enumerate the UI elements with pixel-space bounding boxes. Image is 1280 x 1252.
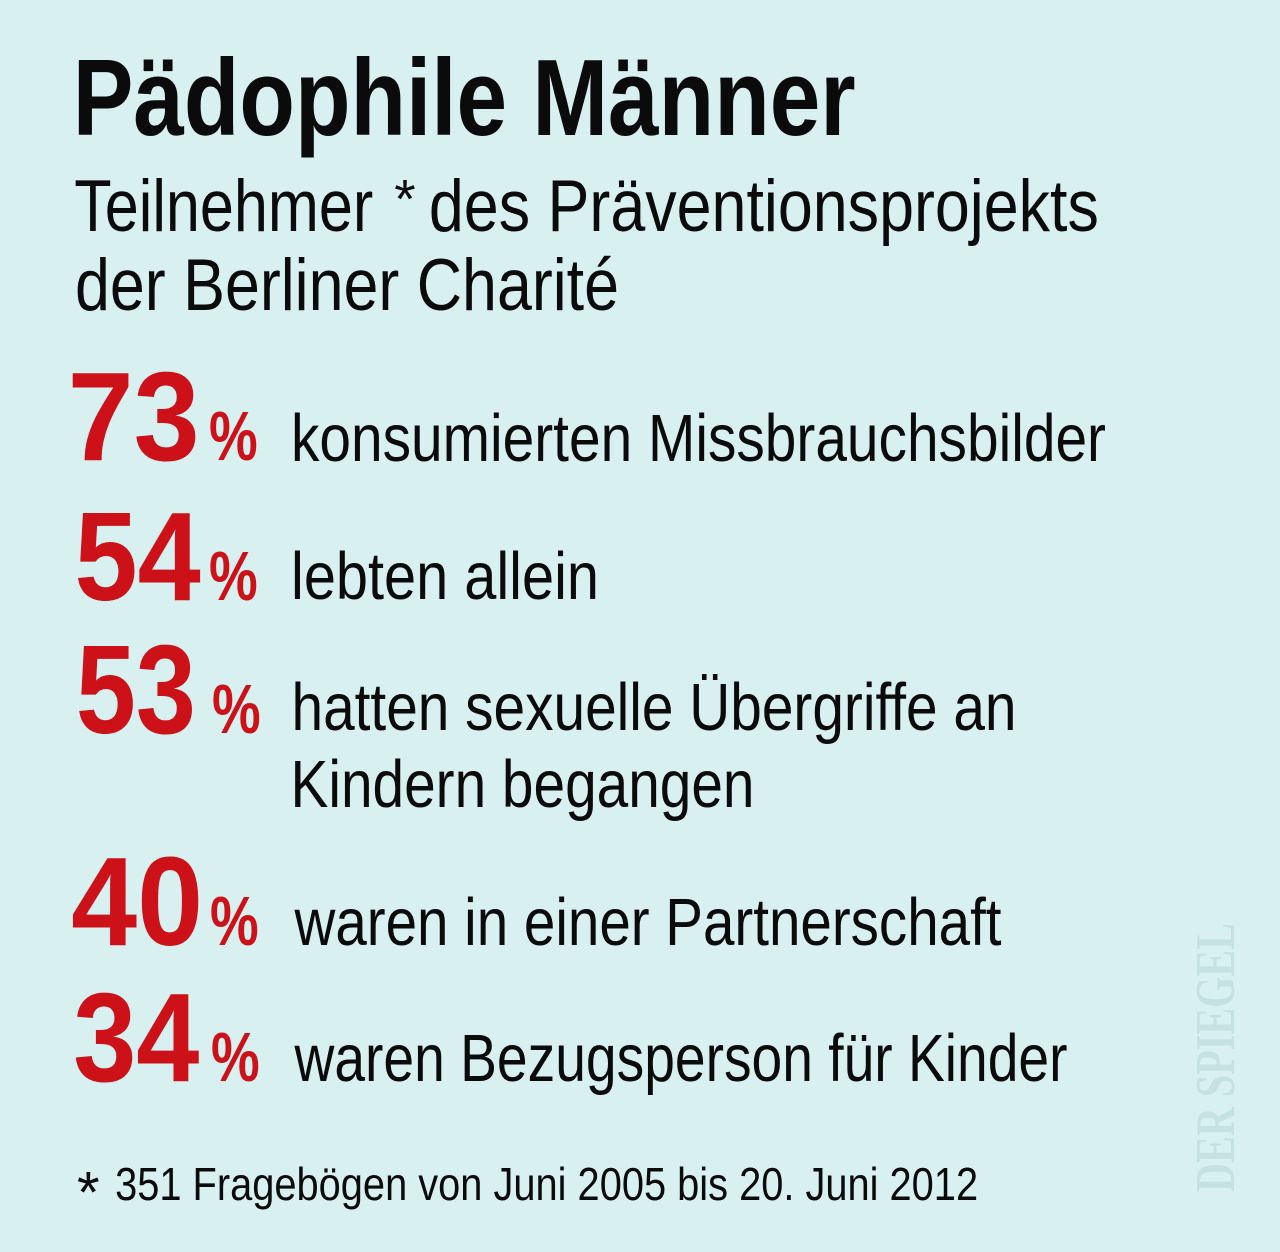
svg-text:%: % [209, 537, 258, 615]
svg-text:351 Fragebögen von Juni 2005 b: 351 Fragebögen von Juni 2005 bis 20. Jun… [115, 1158, 978, 1210]
svg-text:Pädophile Männer: Pädophile Männer [73, 37, 856, 159]
svg-text:waren in einer Partnerschaft: waren in einer Partnerschaft [294, 885, 1002, 960]
svg-text:%: % [211, 1018, 260, 1096]
svg-text:*: * [77, 1161, 100, 1226]
svg-text:73: 73 [68, 346, 200, 487]
svg-text:34: 34 [73, 967, 199, 1108]
svg-text:%: % [209, 397, 258, 475]
svg-text:konsumierten Missbrauchsbilder: konsumierten Missbrauchsbilder [291, 401, 1106, 476]
svg-text:DER SPIEGEL: DER SPIEGEL [1185, 923, 1247, 1192]
svg-text:*: * [394, 168, 415, 230]
svg-text:hatten sexuelle Übergriffe an: hatten sexuelle Übergriffe an [292, 670, 1017, 745]
svg-text:waren Bezugsperson für Kinder: waren Bezugsperson für Kinder [294, 1021, 1068, 1096]
svg-text:40: 40 [71, 831, 203, 972]
svg-text:%: % [210, 882, 259, 960]
svg-text:des Präventionsprojekts: des Präventionsprojekts [429, 166, 1099, 247]
svg-text:der Berliner Charité: der Berliner Charité [75, 245, 619, 326]
svg-text:Teilnehmer: Teilnehmer [74, 166, 373, 247]
svg-text:Kindern begangen: Kindern begangen [291, 747, 755, 822]
svg-text:54: 54 [75, 486, 201, 627]
svg-text:53: 53 [76, 619, 196, 760]
svg-text:lebten allein: lebten allein [291, 539, 599, 614]
svg-text:%: % [212, 670, 261, 748]
